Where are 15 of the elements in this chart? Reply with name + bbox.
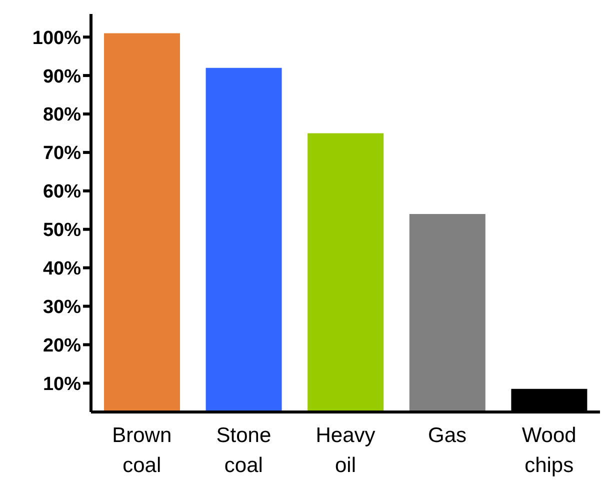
y-tick-label: 60%: [42, 182, 82, 203]
y-tick-label: 70%: [42, 143, 82, 164]
x-tick-label: Gas: [428, 424, 467, 447]
y-tick-label: 10%: [42, 374, 82, 395]
y-tick-label: 80%: [42, 104, 82, 126]
x-tick-label: Heavy oil: [316, 424, 376, 477]
y-tick-label: 30%: [42, 296, 82, 318]
y-tick-label: 40%: [42, 258, 82, 280]
x-tick-label: Stone coal: [216, 424, 272, 477]
y-tick-label: 50%: [42, 220, 82, 242]
x-tick-label: Wood chips: [522, 424, 576, 477]
y-tick-label: 20%: [42, 335, 82, 356]
y-tick-label: 100%: [32, 28, 82, 49]
x-tick-label: Brown coal: [112, 424, 172, 477]
y-tick-label: 90%: [42, 66, 82, 88]
